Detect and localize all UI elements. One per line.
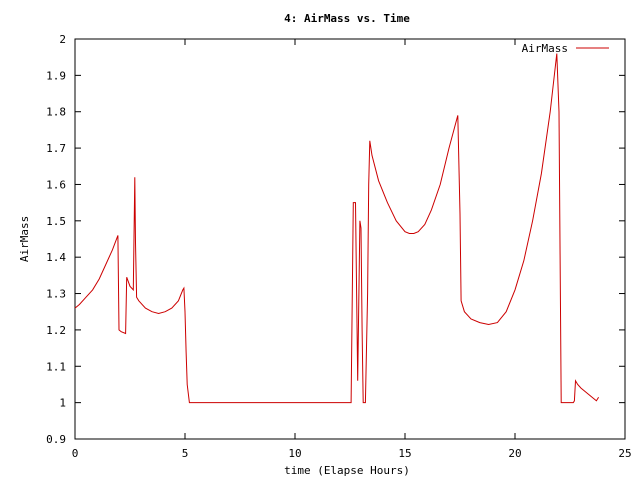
x-tick-label: 20 <box>508 447 521 460</box>
y-tick-label: 1.8 <box>46 106 66 119</box>
x-tick-label: 25 <box>618 447 631 460</box>
plot-frame <box>74 38 626 440</box>
legend: AirMass <box>522 42 609 55</box>
x-tick-label: 10 <box>288 447 301 460</box>
y-tick-label: 0.9 <box>46 433 66 446</box>
y-tick-label: 1.6 <box>46 178 66 191</box>
y-tick-label: 1.1 <box>46 360 66 373</box>
y-tick-label: 1.4 <box>46 251 66 264</box>
x-axis-label: time (Elapse Hours) <box>284 464 410 477</box>
legend-label: AirMass <box>522 42 568 55</box>
y-tick-label: 1.7 <box>46 142 66 155</box>
y-tick-label: 1.5 <box>46 215 66 228</box>
y-tick-label: 1.3 <box>46 288 66 301</box>
y-tick-label: 1.2 <box>46 324 66 337</box>
series-layer <box>74 53 600 404</box>
y-tick-label: 2 <box>59 33 66 46</box>
y-tick-label: 1 <box>59 397 66 410</box>
x-axis-ticks: 0 5 10 15 20 25 <box>72 39 632 460</box>
y-tick-label: 1.9 <box>46 69 66 82</box>
y-axis-label: AirMass <box>18 216 31 262</box>
chart-title: 4: AirMass vs. Time <box>284 12 410 25</box>
y-axis-ticks: 0.9 1 1.1 1.2 1.3 1.4 1.5 1.6 1.7 1.8 1.9 2 <box>46 33 625 446</box>
series-line-airmass <box>74 53 600 404</box>
x-tick-label: 0 <box>72 447 79 460</box>
x-tick-label: 5 <box>182 447 189 460</box>
x-tick-label: 15 <box>398 447 411 460</box>
